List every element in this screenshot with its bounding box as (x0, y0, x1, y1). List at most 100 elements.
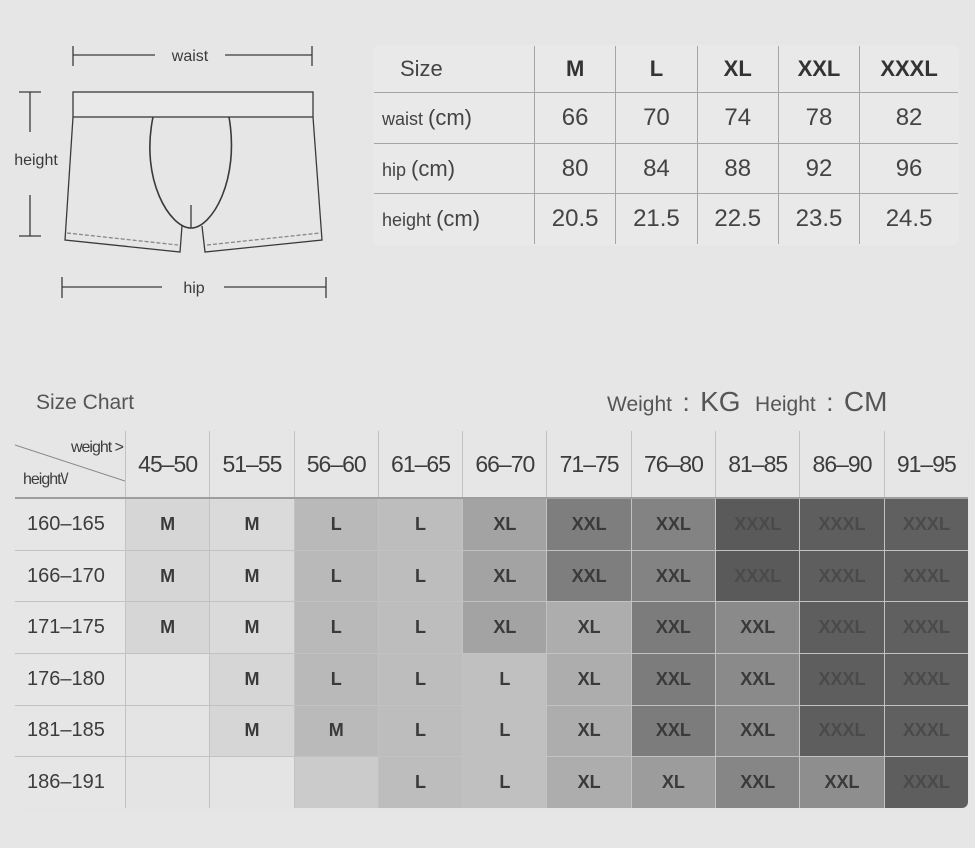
size-cell: XXXL (883, 497, 968, 551)
size-cell: L (462, 756, 548, 808)
weight-range-header: 61–65 (377, 431, 464, 499)
height-row: 186–191 L L XL XL XXL XXL XXXL (15, 756, 968, 808)
size-cell: XXL (630, 601, 717, 654)
size-xxxl-header: XXXL (859, 46, 958, 94)
measurement-value: 66 (533, 92, 617, 144)
size-cell: L (293, 652, 379, 706)
height-dimension-line (19, 91, 41, 237)
size-cell: XXXL (715, 549, 801, 603)
size-cell: L (293, 601, 379, 654)
size-cell (209, 756, 295, 808)
measurement-header-row: Size M L XL XXL XXXL (374, 46, 958, 94)
size-cell: M (124, 497, 211, 551)
size-cell: XL (630, 756, 717, 808)
size-cell: XXL (546, 549, 632, 603)
height-unit: CM (843, 386, 888, 417)
boxer-diagram: waist height hip (14, 46, 327, 298)
measurement-value: 24.5 (859, 193, 958, 244)
measurement-name: waist (382, 109, 424, 130)
size-cell: XL (462, 601, 548, 654)
size-cell: XXL (630, 652, 717, 706)
measurement-value: 21.5 (615, 193, 698, 244)
size-cell: XL (546, 704, 632, 758)
size-cell: M (209, 549, 295, 603)
size-cell: XXL (715, 704, 801, 758)
measurement-row: hip (cm) 80 84 88 92 96 (374, 142, 958, 195)
measurement-label: hip (cm) (374, 142, 535, 195)
measurement-value: 92 (777, 142, 861, 195)
measurement-value: 82 (859, 92, 958, 144)
weight-range-header: 66–70 (462, 431, 548, 499)
size-xl-header: XL (696, 46, 779, 94)
measurement-value: 74 (696, 92, 779, 144)
size-cell: XXXL (799, 549, 885, 603)
size-cell: L (462, 704, 548, 758)
weight-range-header: 71–75 (546, 431, 632, 499)
size-cell: M (209, 652, 295, 706)
measurement-value: 20.5 (533, 193, 617, 244)
height-range-label: 186–191 (15, 756, 126, 808)
measurement-unit: (cm) (411, 155, 456, 181)
measurement-label: height (cm) (374, 193, 535, 244)
weight-unit: KG (700, 386, 741, 417)
size-cell: XXXL (715, 497, 801, 551)
size-cell: L (377, 756, 464, 808)
measurement-label: waist (cm) (374, 92, 535, 144)
size-cell: XXL (546, 497, 632, 551)
size-l-header: L (615, 46, 698, 94)
units-legend: Weight : KG Height : CM (607, 386, 887, 418)
measurement-value: 22.5 (696, 193, 779, 244)
corner-cell: weight > height\/ (15, 431, 126, 499)
size-cell: M (209, 497, 295, 551)
height-row: 181–185 M M L L XL XXL XXL XXXL XXXL (15, 704, 968, 758)
height-unit-label: Height (755, 393, 816, 416)
size-cell: XXXL (883, 601, 968, 654)
size-cell: L (377, 704, 464, 758)
height-unit-separator: : (826, 387, 834, 417)
weight-range-header: 91–95 (883, 431, 968, 499)
size-cell: M (124, 549, 211, 603)
size-cell: XL (462, 549, 548, 603)
size-cell (124, 652, 211, 706)
measurement-value: 70 (615, 92, 698, 144)
size-cell: M (209, 704, 295, 758)
measurement-table: Size M L XL XXL XXXL waist (cm) 66 70 74 78 8… (373, 45, 959, 245)
measurement-value: 88 (696, 142, 779, 195)
weight-range-header: 86–90 (799, 431, 885, 499)
height-row: 166–170 M M L L XL XXL XXL XXXL XXXL XXXL (15, 549, 968, 603)
weight-range-header: 81–85 (715, 431, 801, 499)
size-m-header: M (533, 46, 617, 94)
size-cell: XL (462, 497, 548, 551)
measurement-name: height (382, 210, 432, 231)
weight-range-header: 51–55 (209, 431, 295, 499)
size-chart-title: Size Chart (36, 391, 135, 414)
size-cell: XL (546, 652, 632, 706)
height-range-label: 160–165 (15, 497, 126, 551)
size-cell: XXL (799, 756, 885, 808)
size-xxl-header: XXL (777, 46, 861, 94)
size-cell: XXXL (799, 704, 885, 758)
size-cell: XL (546, 756, 632, 808)
size-cell (124, 704, 211, 758)
size-cell: XL (546, 601, 632, 654)
measurement-value: 78 (777, 92, 861, 144)
size-cell: M (293, 704, 379, 758)
size-cell: XXL (630, 549, 717, 603)
size-cell (124, 756, 211, 808)
height-row: 176–180 M L L L XL XXL XXL XXXL XXXL (15, 652, 968, 706)
measurement-value: 23.5 (777, 193, 861, 244)
height-range-label: 181–185 (15, 704, 126, 758)
size-cell: XXL (715, 601, 801, 654)
size-cell: XXXL (883, 704, 968, 758)
size-chart-table: weight > height\/ 45–50 51–55 56–60 61–65 66… (14, 430, 969, 809)
measurement-row: waist (cm) 66 70 74 78 82 (374, 92, 958, 144)
weight-range-header: 45–50 (124, 431, 211, 499)
size-cell: L (377, 652, 464, 706)
size-cell: XXXL (883, 549, 968, 603)
size-cell: M (124, 601, 211, 654)
weight-unit-separator: : (682, 387, 690, 417)
corner-weight-label: weight > (70, 439, 124, 456)
size-cell: L (462, 652, 548, 706)
size-cell: XXXL (799, 497, 885, 551)
size-cell: L (377, 497, 464, 551)
